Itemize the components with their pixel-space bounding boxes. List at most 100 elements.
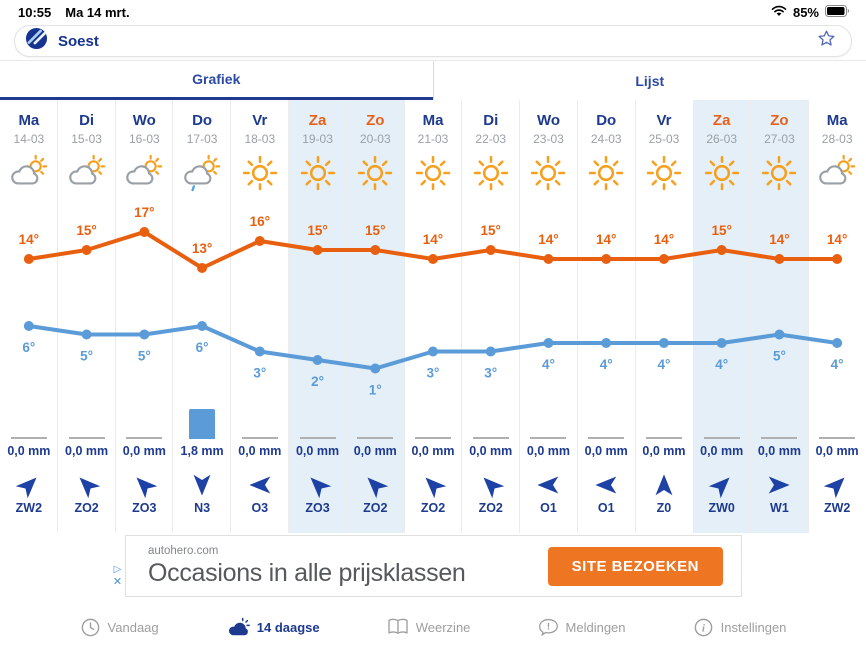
precipitation-label: 0,0 mm: [700, 444, 744, 458]
forecast-day-column[interactable]: Do 24-03 0,0 mm O1: [577, 100, 635, 533]
alert-bubble-icon: !: [538, 618, 559, 637]
partly-cloudy-icon: [815, 147, 859, 199]
sunny-icon: [298, 147, 338, 199]
forecast-day-column[interactable]: Di 15-03 0,0 mm ZO2: [58, 100, 116, 533]
location-name: Soest: [58, 32, 99, 50]
forecast-day-column[interactable]: Za 19-03 0,0 mm ZO3: [289, 100, 347, 533]
svg-text:i: i: [702, 623, 705, 634]
wind-label: O1: [540, 501, 557, 515]
date-label: 15-03: [71, 132, 102, 146]
precipitation-indicator: [173, 399, 231, 439]
partly-cloudy-rain-icon: [180, 147, 224, 199]
column-shade: [58, 100, 116, 533]
wind-label: ZW2: [823, 501, 851, 515]
wind-direction-arrow-icon: [535, 472, 561, 500]
precipitation-zero-line: [126, 437, 163, 439]
nav-label: Instellingen: [720, 619, 787, 635]
ad-close-icon[interactable]: ✕: [112, 576, 123, 588]
column-shade: [405, 100, 463, 533]
precipitation-label: 1,8 mm: [180, 444, 224, 458]
sunny-icon: [413, 147, 453, 199]
day-label: Di: [79, 112, 95, 129]
wind-label: O1: [597, 501, 615, 515]
forecast-day-column[interactable]: Vr 25-03 0,0 mm Z0: [635, 100, 693, 533]
wind-label: ZW2: [15, 501, 43, 515]
precipitation-indicator: [751, 399, 809, 439]
bottom-nav: Vandaag 14 daagse Weerzine ! Meldingen i…: [0, 605, 866, 649]
sunny-icon: [644, 147, 684, 199]
nav-item-weerzine[interactable]: Weerzine: [387, 618, 471, 636]
clock-icon: [80, 617, 101, 638]
wind-direction-arrow-icon: [305, 472, 331, 500]
forecast-day-column[interactable]: Vr 18-03 0,0 mm O3: [231, 100, 289, 533]
search-row: Soest: [0, 22, 866, 60]
day-label: Do: [192, 112, 213, 129]
wind-direction-arrow-icon: [362, 472, 389, 500]
forecast-day-column[interactable]: Ma 14-03 0,0 mm ZW2: [0, 100, 58, 533]
precipitation-indicator: [115, 399, 173, 439]
forecast-day-column[interactable]: Di 22-03 0,0 mm ZO2: [462, 100, 520, 533]
day-label: Zo: [770, 112, 789, 129]
forecast-day-column[interactable]: Do 17-03 1,8 mm N3: [173, 100, 231, 533]
precipitation-zero-line: [299, 437, 336, 439]
precipitation-zero-line: [761, 437, 798, 439]
precipitation-indicator: [635, 399, 693, 439]
precipitation-zero-line: [819, 437, 856, 439]
partly-cloudy-icon: [122, 147, 166, 199]
forecast-day-column[interactable]: Ma 28-03 0,0 mm ZW2: [808, 100, 866, 533]
nav-label: Meldingen: [565, 619, 626, 635]
day-label: Wo: [132, 112, 156, 129]
tab-lijst[interactable]: Lijst: [432, 61, 866, 100]
precipitation-label: 0,0 mm: [411, 444, 455, 458]
day-label: Za: [712, 112, 731, 129]
nav-item-vandaag[interactable]: Vandaag: [80, 617, 159, 638]
wind-direction-arrow-icon: [708, 472, 735, 500]
wind-label: ZO2: [363, 501, 388, 515]
nav-item-14-daagse[interactable]: 14 daagse: [226, 617, 320, 638]
svg-text:!: !: [546, 621, 549, 632]
forecast-day-column[interactable]: Za 26-03 0,0 mm ZW0: [693, 100, 751, 533]
wind-label: ZO3: [305, 501, 330, 515]
ad-zone: ▷ ✕ autohero.com Occasions in alle prijs…: [0, 533, 866, 605]
tab-grafiek[interactable]: Grafiek: [0, 61, 433, 100]
ad-banner[interactable]: autohero.com Occasions in alle prijsklas…: [125, 535, 742, 597]
forecast-day-column[interactable]: Zo 20-03 0,0 mm ZO2: [346, 100, 404, 533]
date-label: 19-03: [302, 132, 333, 146]
wind-direction-arrow-icon: [131, 472, 158, 500]
precipitation-indicator: [808, 399, 866, 439]
ad-cta-button[interactable]: SITE BEZOEKEN: [547, 546, 723, 586]
precipitation-zero-line: [530, 437, 567, 439]
location-search-bar[interactable]: Soest: [14, 25, 852, 57]
nav-item-instellingen[interactable]: i Instellingen: [693, 617, 787, 638]
precipitation-indicator: [577, 399, 635, 439]
day-label: Za: [308, 112, 327, 129]
wind-direction-arrow-icon: [189, 472, 215, 500]
forecast-day-column[interactable]: Wo 16-03 0,0 mm ZO3: [115, 100, 173, 533]
forecast-day-column[interactable]: Zo 27-03 0,0 mm W1: [751, 100, 809, 533]
day-label: Di: [483, 112, 499, 129]
date-label: 17-03: [186, 132, 218, 146]
wind-direction-arrow-icon: [247, 472, 273, 500]
forecast-day-column[interactable]: Wo 23-03 0,0 mm O1: [520, 100, 578, 533]
adchoices-icon[interactable]: ▷: [113, 564, 122, 575]
wind-label: O3: [251, 501, 269, 515]
forecast-day-column[interactable]: Ma 21-03 0,0 mm ZO2: [404, 100, 462, 533]
date-label: 25-03: [648, 132, 680, 146]
nav-label: Weerzine: [415, 619, 471, 635]
day-label: Ma: [826, 112, 848, 129]
wind-label: W1: [770, 501, 789, 515]
date-label: 26-03: [706, 132, 738, 146]
nav-label: 14 daagse: [256, 619, 320, 635]
date-label: 22-03: [475, 132, 507, 146]
nav-item-meldingen[interactable]: ! Meldingen: [538, 618, 626, 637]
wind-direction-arrow-icon: [766, 472, 792, 500]
precipitation-label: 0,0 mm: [757, 444, 801, 458]
precipitation-indicator: [520, 399, 578, 439]
precipitation-label: 0,0 mm: [295, 444, 340, 458]
wind-label: ZO2: [478, 501, 503, 515]
date-label: 24-03: [590, 132, 622, 146]
precipitation-label: 0,0 mm: [65, 444, 109, 458]
forecast-columns: Ma 14-03 0,0 mm ZW2 Di 15-03 0,0 mm ZO2 …: [0, 100, 866, 533]
favorite-star-icon[interactable]: [816, 28, 837, 54]
